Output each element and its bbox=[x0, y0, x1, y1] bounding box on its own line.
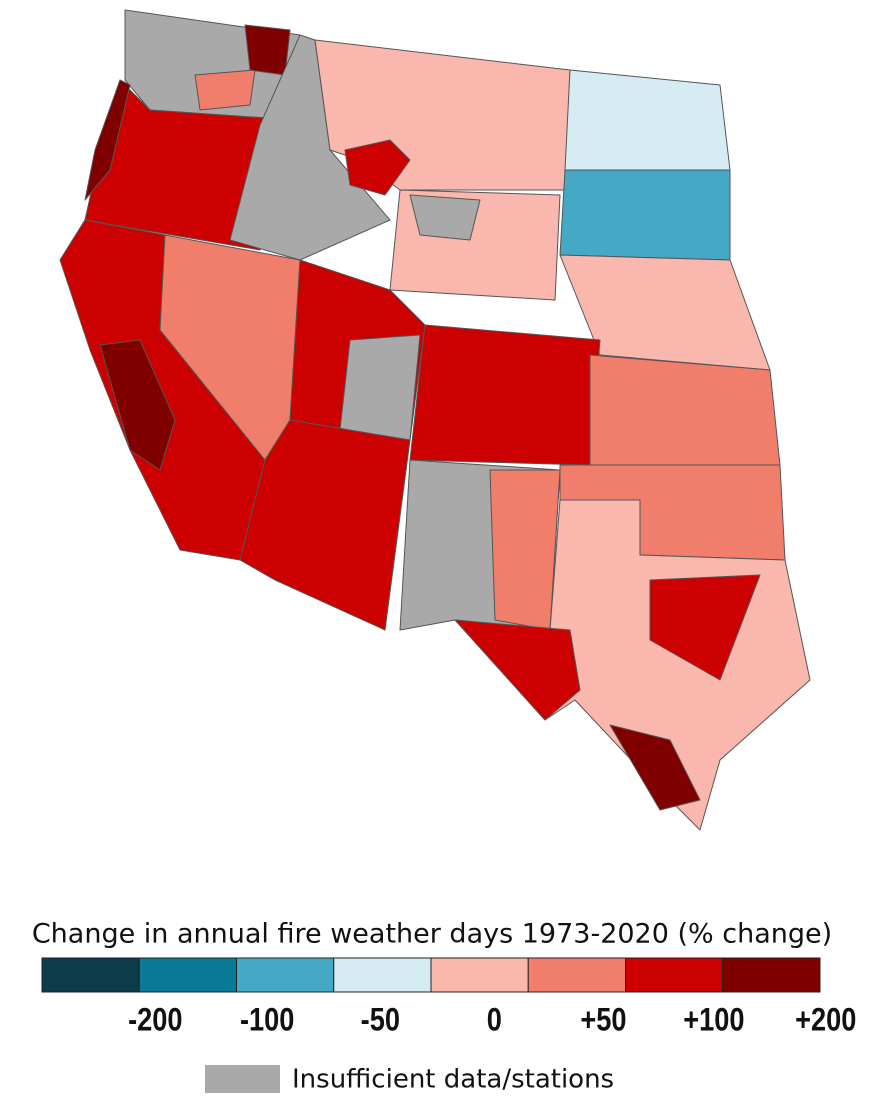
scale-label: 0 bbox=[487, 1002, 502, 1038]
color-bin bbox=[625, 957, 724, 993]
region-texas-south bbox=[609, 724, 701, 811]
scale-labels: -200 -100 -50 0 +50 +100 +200 bbox=[128, 1002, 856, 1038]
region-texas-west bbox=[454, 619, 581, 721]
region-texas-central bbox=[649, 574, 761, 681]
color-bin bbox=[236, 957, 335, 993]
scale-label: +200 bbox=[795, 1002, 856, 1038]
color-bin bbox=[722, 957, 821, 993]
region-north-dakota bbox=[564, 69, 731, 171]
region-washington-east bbox=[194, 69, 256, 111]
region-california-central bbox=[99, 339, 176, 471]
region-arizona bbox=[239, 419, 411, 631]
region-oregon-coast bbox=[84, 79, 131, 201]
region-utah-grey bbox=[339, 334, 421, 441]
region-montana-red bbox=[344, 139, 411, 196]
region-kansas bbox=[589, 354, 781, 466]
insufficient-label: Insufficient data/stations bbox=[292, 1065, 614, 1095]
color-scale bbox=[41, 957, 821, 993]
color-bin bbox=[138, 957, 237, 993]
color-bin bbox=[41, 957, 140, 993]
map bbox=[59, 9, 811, 831]
color-bin bbox=[430, 957, 529, 993]
scale-label: +100 bbox=[683, 1002, 744, 1038]
scale-label: +50 bbox=[580, 1002, 626, 1038]
scale-label: -100 bbox=[240, 1002, 294, 1038]
insufficient-swatch bbox=[205, 1065, 280, 1093]
scale-label: -50 bbox=[361, 1002, 400, 1038]
region-colorado bbox=[409, 324, 601, 466]
region-wyoming-grey bbox=[409, 194, 481, 241]
scale-label: -200 bbox=[128, 1002, 182, 1038]
region-south-dakota bbox=[559, 169, 731, 261]
region-washington-ne bbox=[244, 24, 291, 76]
color-bin bbox=[527, 957, 626, 993]
color-bin bbox=[333, 957, 432, 993]
legend-title: Change in annual fire weather days 1973-… bbox=[32, 919, 832, 950]
region-new-mexico-east bbox=[489, 469, 561, 631]
